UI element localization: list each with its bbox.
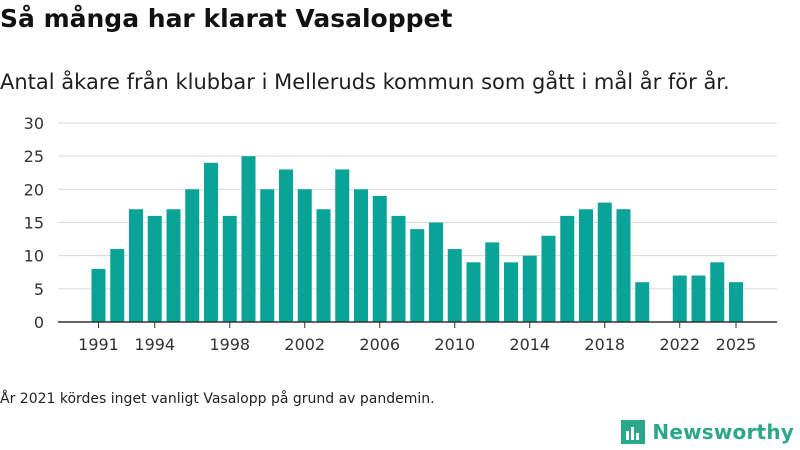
brand-name: Newsworthy [652, 420, 794, 444]
bar-2012 [485, 242, 500, 322]
y-tick-label: 20 [24, 180, 44, 199]
bar-1991 [91, 268, 106, 322]
bar-2025 [729, 282, 743, 322]
newsworthy-logo-icon [621, 420, 646, 444]
bar-2022 [672, 275, 687, 322]
x-tick-label: 2002 [284, 335, 325, 354]
bar-1996 [185, 189, 200, 322]
bar-2004 [335, 169, 350, 322]
bar-2018 [597, 202, 612, 322]
bar-2020 [635, 282, 650, 322]
bar-2003 [316, 209, 331, 322]
x-tick-label: 2014 [509, 335, 550, 354]
bar-2023 [691, 275, 706, 322]
bar-1994 [147, 215, 162, 322]
y-tick-label: 25 [24, 147, 44, 166]
chart-subtitle: Antal åkare från klubbar i Melleruds kom… [0, 70, 730, 94]
bar-2009 [429, 222, 443, 322]
y-tick-label: 15 [24, 214, 44, 233]
bar-1995 [166, 209, 181, 322]
bar-1998 [222, 215, 237, 322]
bar-2006 [372, 195, 387, 322]
bar-2000 [260, 189, 275, 322]
bar-2019 [616, 209, 631, 322]
bar-2013 [504, 262, 518, 322]
x-tick-label: 2025 [716, 335, 757, 354]
bar-2014 [522, 255, 537, 322]
bar-1999 [241, 156, 256, 322]
x-tick-label: 1994 [134, 335, 175, 354]
y-tick-label: 5 [34, 280, 44, 299]
chart-title: Så många har klarat Vasaloppet [0, 4, 453, 33]
y-tick-label: 10 [24, 247, 44, 266]
bar-1993 [129, 209, 143, 322]
x-tick-label: 2018 [584, 335, 625, 354]
bar-2002 [297, 189, 312, 322]
x-tick-label: 1998 [209, 335, 250, 354]
brand-logo: Newsworthy [620, 419, 794, 445]
bar-2007 [391, 215, 406, 322]
bar-2008 [410, 229, 425, 322]
y-tick-label: 30 [24, 114, 44, 133]
bar-2016 [560, 215, 575, 322]
bar-2005 [354, 189, 368, 322]
x-tick-label: 1991 [78, 335, 119, 354]
x-tick-label: 2006 [359, 335, 400, 354]
bar-2015 [541, 235, 556, 322]
bar-1992 [110, 249, 125, 322]
bar-2011 [466, 262, 481, 322]
x-tick-label: 2010 [434, 335, 475, 354]
bar-1997 [204, 162, 218, 322]
bar-2001 [279, 169, 293, 322]
bar-2017 [579, 209, 593, 322]
y-tick-label: 0 [34, 313, 44, 332]
footnote: År 2021 kördes inget vanligt Vasalopp på… [0, 391, 435, 407]
x-tick-label: 2022 [659, 335, 700, 354]
bar-2024 [710, 262, 725, 322]
bar-2010 [447, 249, 462, 322]
